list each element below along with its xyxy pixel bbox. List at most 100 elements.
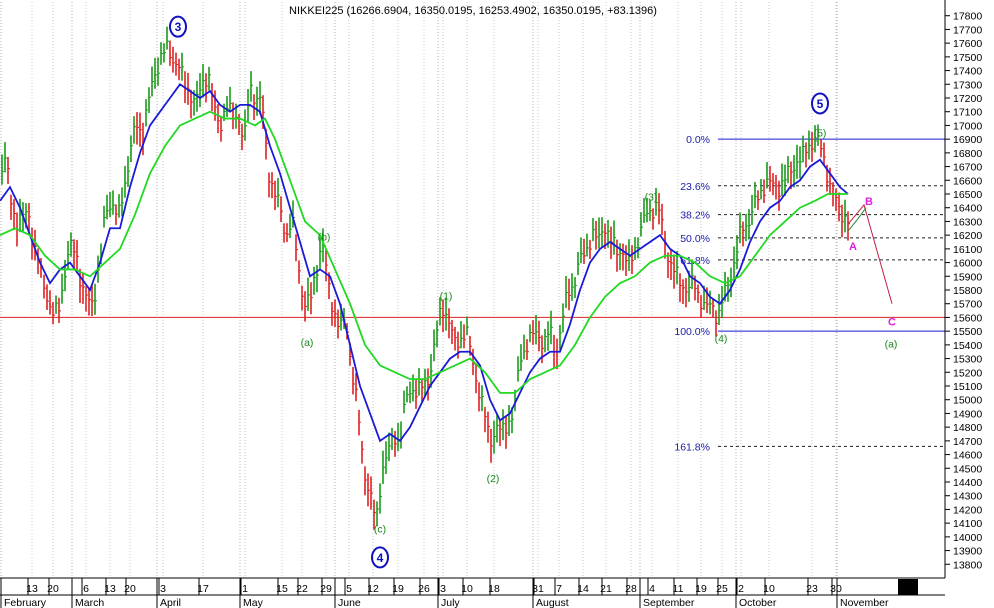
x-tick-label: 14 — [577, 583, 589, 595]
y-tick-label: 13900 — [953, 546, 982, 558]
y-tick-label: 14600 — [953, 450, 982, 462]
y-tick-label: 14700 — [953, 436, 982, 448]
y-tick-label: 15600 — [953, 312, 982, 324]
x-tick-label: 21 — [600, 583, 612, 595]
y-tick-label: 14500 — [953, 463, 982, 475]
x-tick-label: 26 — [418, 583, 430, 595]
wave-minor-label: (3) — [645, 192, 658, 204]
projection-label: A — [849, 241, 857, 253]
y-tick-label: 15200 — [953, 367, 982, 379]
y-tick-label: 14200 — [953, 504, 982, 516]
y-tick-label: 15300 — [953, 354, 982, 366]
ma-fast-line — [0, 83, 849, 443]
month-label: June — [338, 597, 361, 608]
x-tick-label: 7 — [556, 583, 562, 595]
y-tick-label: 15900 — [953, 271, 982, 283]
x-tick-label: 25 — [716, 583, 728, 595]
y-tick-label: 16400 — [953, 203, 982, 215]
bounce-line — [847, 207, 867, 232]
month-label: March — [75, 597, 104, 608]
x-tick-label: 20 — [47, 583, 59, 595]
y-tick-label: 17200 — [953, 93, 982, 105]
y-tick-label: 16100 — [953, 244, 982, 256]
y-tick-label: 14300 — [953, 491, 982, 503]
month-label: August — [536, 597, 569, 608]
axis-end-block — [898, 579, 918, 595]
y-tick-label: 17800 — [953, 11, 982, 23]
month-label: February — [4, 597, 47, 608]
wave-minor-label: (b) — [318, 232, 331, 244]
y-tick-label: 16300 — [953, 216, 982, 228]
wave-circle — [169, 15, 187, 38]
y-tick-label: 15500 — [953, 326, 982, 338]
wave-minor-label: (2) — [487, 473, 500, 485]
x-tick-label: 1 — [242, 583, 248, 595]
wave-minor-label: (1) — [440, 290, 453, 302]
price-bars — [1, 26, 850, 530]
y-tick-label: 15100 — [953, 381, 982, 393]
chart-title: NIKKEI225 (16266.6904, 16350.0195, 16253… — [289, 5, 657, 17]
x-tick-label: 22 — [296, 583, 308, 595]
y-tick-label: 13800 — [953, 559, 982, 571]
month-label: April — [160, 597, 181, 608]
y-tick-label: 17600 — [953, 38, 982, 50]
wave-minor-label: (c) — [374, 524, 386, 536]
projection-label: C — [888, 317, 896, 329]
fib-label: 38.2% — [680, 210, 710, 222]
x-tick-label: 4 — [649, 583, 655, 595]
x-tick-label: 6 — [83, 583, 89, 595]
y-tick-label: 16800 — [953, 148, 982, 160]
x-tick-label: 20 — [124, 583, 136, 595]
y-tick-label: 16900 — [953, 134, 982, 146]
y-tick-label: 16200 — [953, 230, 982, 242]
x-tick-label: 2 — [738, 583, 744, 595]
wave-minor-label: (4) — [715, 333, 728, 345]
x-tick-label: 19 — [695, 583, 707, 595]
x-tick-label: 10 — [461, 583, 473, 595]
fib-label: 100.0% — [674, 326, 710, 338]
y-tick-label: 14900 — [953, 408, 982, 420]
x-tick-label: 11 — [673, 583, 684, 595]
x-tick-label: 31 — [532, 583, 544, 595]
y-tick-label: 14800 — [953, 422, 982, 434]
y-tick-label: 16600 — [953, 175, 982, 187]
y-tick-label: 14400 — [953, 477, 982, 489]
y-tick-label: 14100 — [953, 518, 982, 530]
x-tick-label: 18 — [488, 583, 500, 595]
x-tick-label: 3 — [160, 583, 166, 595]
projection-path — [847, 203, 893, 304]
y-tick-label: 17700 — [953, 24, 982, 36]
y-tick-label: 17100 — [953, 107, 982, 119]
x-tick-label: 13 — [26, 583, 38, 595]
projection-line — [847, 203, 893, 304]
y-axis-panel — [945, 0, 994, 608]
y-tick-label: 14000 — [953, 532, 982, 544]
y-tick-label: 17300 — [953, 79, 982, 91]
fib-label: 161.8% — [674, 441, 710, 453]
y-tick-label: 17500 — [953, 52, 982, 64]
x-tick-label: 23 — [806, 583, 818, 595]
y-tick-label: 15800 — [953, 285, 982, 297]
y-tick-label: 17400 — [953, 66, 982, 78]
fib-label: 23.6% — [680, 181, 710, 193]
wave-major-label: 3 — [175, 20, 182, 34]
x-tick-label: 10 — [763, 583, 775, 595]
x-tick-label: 12 — [367, 583, 379, 595]
wave-major-label: 4 — [377, 551, 384, 565]
y-tick-label: 15400 — [953, 340, 982, 352]
wave-major-label: 5 — [817, 97, 824, 111]
y-tick-label: 17000 — [953, 120, 982, 132]
ma-slow-line — [0, 110, 848, 394]
wave-minor-label: (a) — [885, 338, 898, 350]
wave-labels: 3 4 5 (a) (b) (c) (1) (2) (3) (4) (5) (a) A B C — [169, 15, 898, 569]
x-tick-label: 17 — [197, 583, 209, 595]
x-tick-label: 5 — [346, 583, 352, 595]
y-tick-label: 16500 — [953, 189, 982, 201]
month-label: May — [243, 597, 264, 608]
month-label: October — [739, 597, 777, 608]
month-label: July — [441, 597, 460, 608]
y-tick-label: 16700 — [953, 162, 982, 174]
wave-minor-label: (a) — [301, 337, 314, 349]
x-tick-label: 15 — [276, 583, 288, 595]
